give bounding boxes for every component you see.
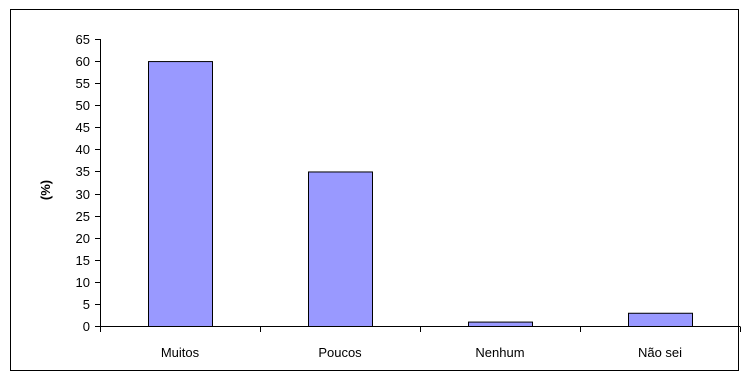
y-tick-label: 35 [76,164,90,179]
x-category-label: Muitos [161,345,200,360]
y-tick-label: 55 [76,76,90,91]
bar-n-o-sei [628,312,693,327]
y-tick-label: 25 [76,209,90,224]
y-tick-label: 5 [83,297,90,312]
y-tick-label: 15 [76,253,90,268]
y-tick-label: 10 [76,275,90,290]
y-tick-label: 50 [76,98,90,113]
y-tick-label: 45 [76,120,90,135]
x-category-label: Poucos [318,345,362,360]
bar-nenhum [468,321,533,328]
y-tick-label: 20 [76,231,90,246]
bar-poucos [308,171,373,327]
chart-border [10,9,739,371]
y-tick-label: 60 [76,54,90,69]
x-category-label: Nenhum [475,345,524,360]
y-tick-label: 0 [83,319,90,334]
plot-area: 0 5 10 15 20 25 30 35 40 45 50 55 60 65 Muitos Poucos Ne… [76,32,741,360]
y-tick-label: 65 [76,32,90,47]
x-category-label: Não sei [638,345,682,360]
y-tick-label: 40 [76,142,90,157]
bar-muitos [148,61,213,327]
y-tick-label: 30 [76,187,90,202]
y-axis-title: (%) [38,180,53,200]
